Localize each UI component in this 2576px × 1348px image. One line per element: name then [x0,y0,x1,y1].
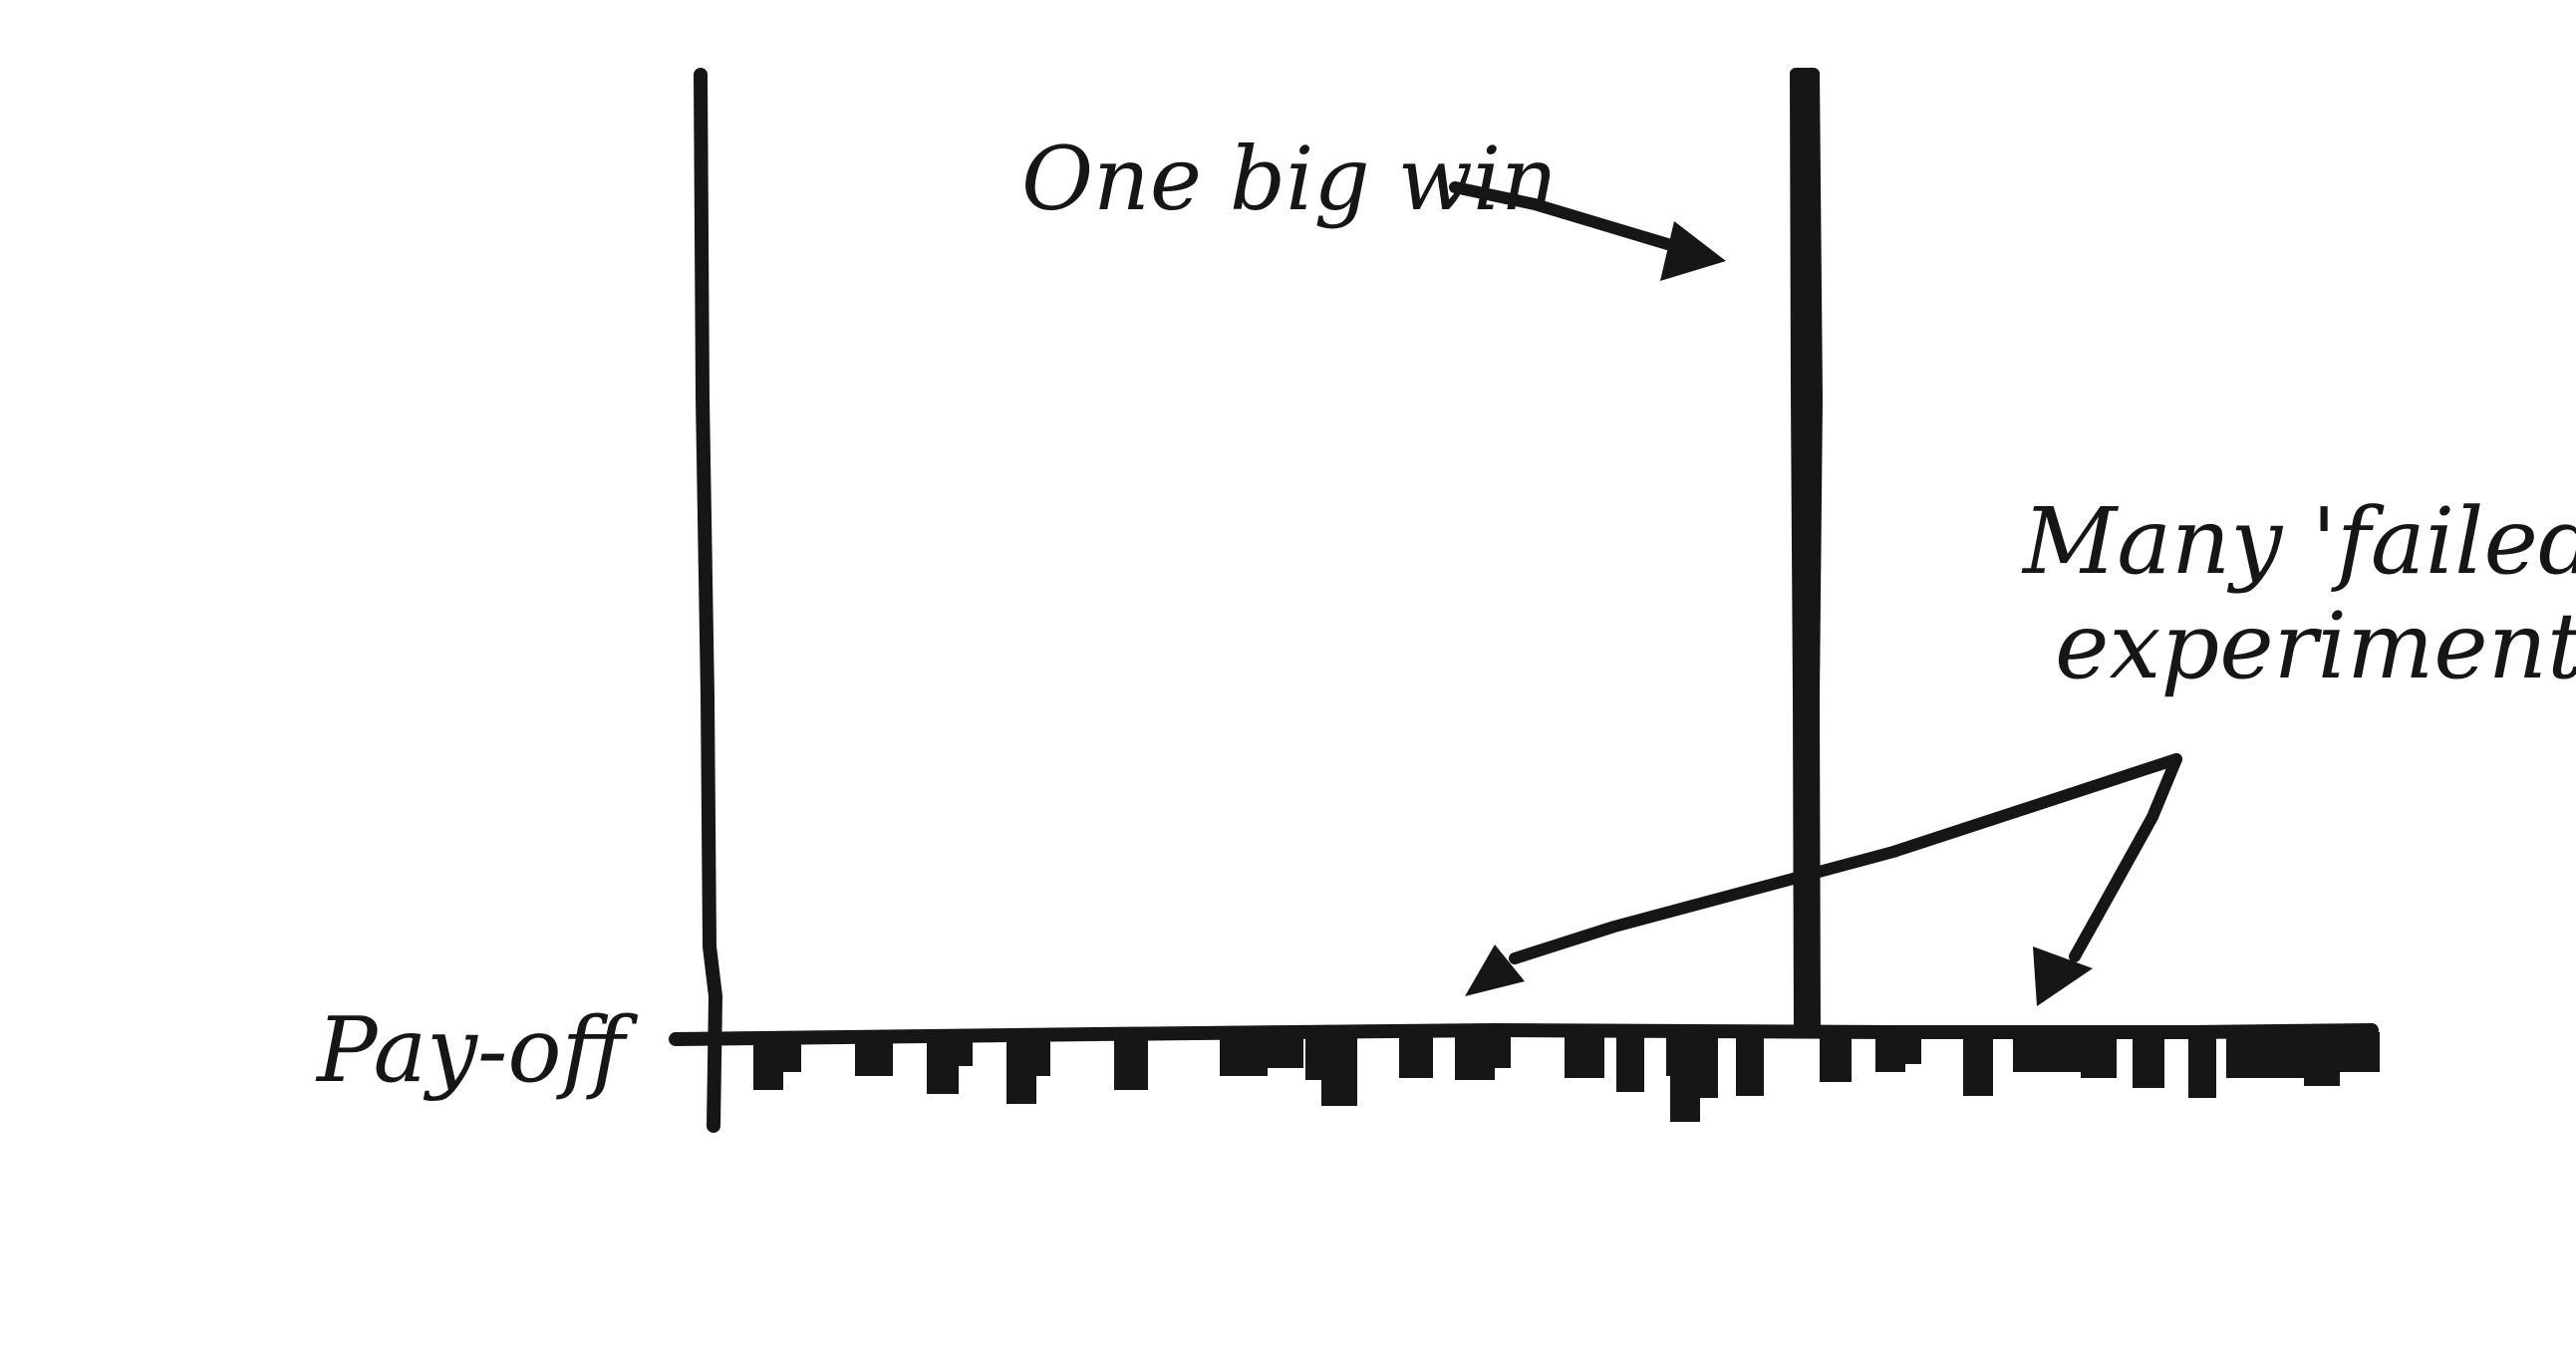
many-failed-label-line1: Many 'failed' [2021,488,2576,595]
many-failed-label-line2: experiments [2055,593,2576,699]
failed-bar [1321,1032,1357,1106]
failed-bar [2081,1032,2117,1078]
failed-experiment-bars [753,1032,2380,1122]
failed-bar [1565,1032,1604,1078]
failed-bar [855,1032,893,1076]
failed-bar [1220,1032,1268,1076]
failed-bar [2304,1032,2340,1086]
failed-bar [1495,1032,1511,1068]
failed-bar [1455,1032,1495,1080]
failed-bar [927,1032,959,1094]
failed-bar [1670,1032,1700,1122]
failed-bar [2013,1032,2081,1072]
big-win-bar-top [1790,68,1820,80]
failed-bar [753,1032,783,1090]
big-win-bar [1790,72,1823,1036]
y-axis [694,68,722,1133]
failed-bar [1820,1032,1852,1082]
failed-bar [2340,1032,2380,1072]
big-win-arrow [1449,181,1726,281]
failed-bar [1875,1032,1905,1072]
failed-bar [1006,1032,1036,1104]
failed-bar [2133,1032,2164,1088]
failed-bar [1114,1032,1148,1090]
failed-bar [1736,1032,1764,1096]
failed-bar [1036,1032,1050,1076]
failed-bar [959,1032,973,1066]
failed-bar [1963,1032,1993,1096]
failed-bar [1700,1032,1718,1098]
failed-arrows [1465,753,2182,1006]
failed-bar [1616,1032,1644,1092]
failed-bar [1268,1032,1303,1068]
payoff-label: Pay-off [315,998,639,1103]
failed-bar [783,1032,801,1072]
failed-bar [1905,1032,1921,1064]
failed-bar [2226,1032,2304,1078]
one-big-win-label: One big win [1021,128,1558,230]
failed-bar [1399,1032,1433,1078]
failed-bar [2188,1032,2216,1098]
